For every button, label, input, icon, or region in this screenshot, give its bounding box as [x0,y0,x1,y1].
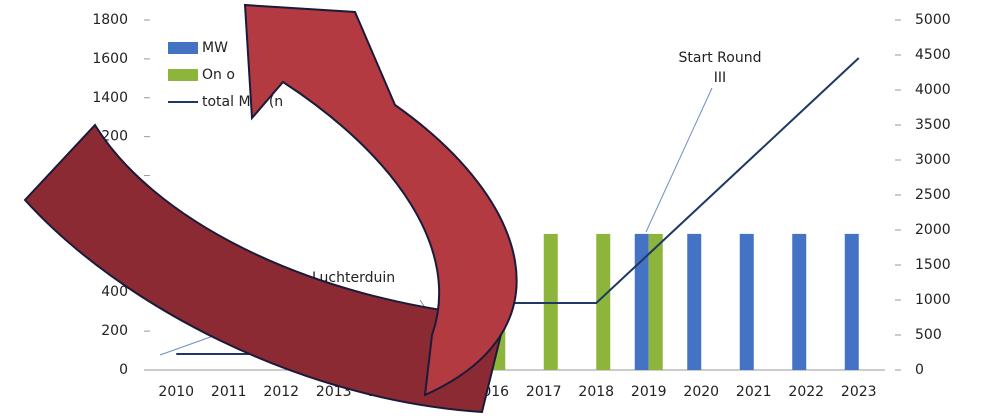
bar [844,233,859,370]
bar [543,233,558,370]
y2-tick-label: 0 [915,362,924,378]
x-tick-label: 2020 [683,384,719,400]
annotation: Start Round [679,50,762,66]
bar [634,233,649,370]
y2-tick-label: 4000 [915,82,951,98]
x-tick-label: 2019 [631,384,667,400]
legend-label: MW [202,40,228,56]
y2-tick-label: 500 [915,327,942,343]
y-tick-label: 1600 [92,51,128,67]
y-tick-label: 400 [101,284,128,300]
x-tick-label: 2017 [526,384,562,400]
bar [739,233,754,370]
y2-tick-label: 3500 [915,117,951,133]
annotation: III [714,70,726,86]
x-tick-label: 2022 [788,384,824,400]
annotation-arrow [645,87,713,233]
y2-tick-label: 3000 [915,152,951,168]
y2-tick-label: 1500 [915,257,951,273]
legend-swatch [168,69,198,81]
x-tick-label: 2011 [211,384,247,400]
x-tick-label: 2010 [158,384,194,400]
y2-tick-label: 1000 [915,292,951,308]
y2-tick-label: 4500 [915,47,951,63]
annotation: Luchterduin [312,270,395,286]
y-tick-label: 0 [119,362,128,378]
arrow-lower [23,123,507,414]
bar [687,233,702,370]
bar [792,233,807,370]
bar [596,233,611,370]
y-tick-label: 1400 [92,90,128,106]
bar [648,233,663,370]
x-tick-label: 2018 [578,384,614,400]
x-tick-label: 2021 [736,384,772,400]
y2-tick-label: 5000 [915,12,951,28]
y-tick-label: 1800 [92,12,128,28]
y2-tick-label: 2500 [915,187,951,203]
y-tick-label: 200 [101,323,128,339]
y2-tick-label: 2000 [915,222,951,238]
x-tick-label: 2012 [263,384,299,400]
legend-label: On o [202,67,235,83]
legend-swatch [168,42,198,54]
arrow-upper [243,3,518,397]
x-tick-label: 2023 [841,384,877,400]
